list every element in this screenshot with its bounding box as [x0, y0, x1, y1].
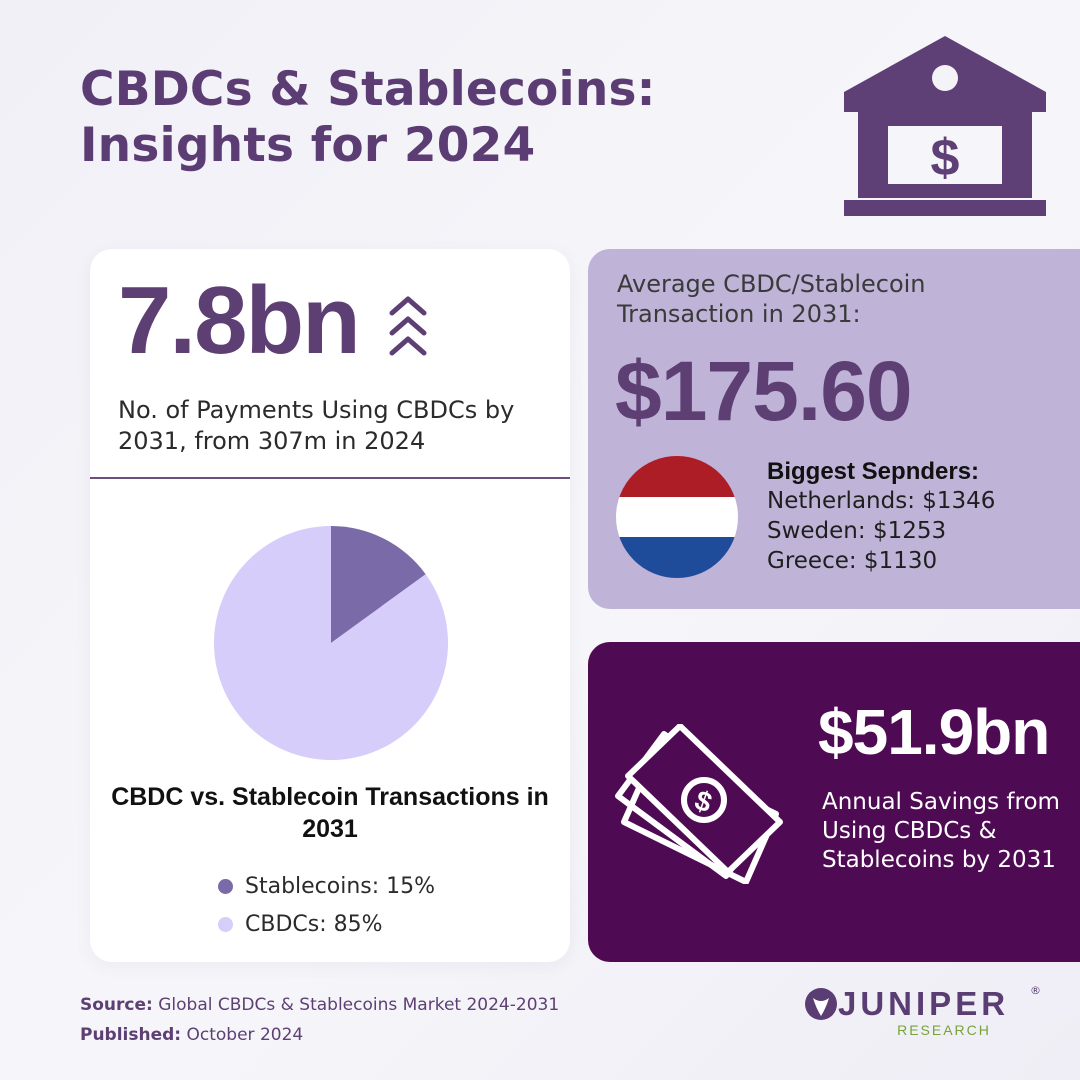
spender-greece: Greece: $1130 [767, 547, 938, 574]
source-text: Global CBDCs & Stablecoins Market 2024-2… [158, 995, 560, 1015]
payments-description: No. of Payments Using CBDCs by 2031, fro… [118, 396, 515, 455]
flag-stripe-white [616, 496, 738, 538]
flag-stripe-red [616, 456, 738, 497]
legend-swatch-stablecoins [218, 878, 233, 894]
svg-text:$: $ [931, 129, 960, 187]
pie-slice-stablecoins [331, 526, 426, 643]
title-line-2: Insights for 2024 [80, 118, 536, 174]
title-line-1: CBDCs & Stablecoins: [80, 62, 656, 117]
netherlands-flag-icon [616, 456, 738, 578]
published-line: Published: October 2024 [80, 1020, 559, 1050]
logo-subtitle: RESEARCH [897, 1022, 991, 1038]
flag-stripe-blue [616, 537, 738, 578]
source-line: Source: Global CBDCs & Stablecoins Marke… [80, 990, 559, 1020]
legend-item-cbdcs: CBDCs: 85% [218, 905, 435, 943]
source-label: Source: [80, 995, 153, 1015]
chart-legend: Stablecoins: 15% CBDCs: 85% [218, 867, 435, 943]
chart-title: CBDC vs. Stablecoin Transactions in 2031 [111, 783, 549, 843]
logo-name: JUNIPER [838, 985, 1010, 1022]
pie-chart [214, 526, 448, 760]
published-text: October 2024 [186, 1025, 304, 1045]
juniper-logo: JUNIPER ® RESEARCH [804, 984, 1044, 1054]
payments-card: 7.8bn No. of Payments Using CBDCs by 203… [90, 249, 570, 962]
juniper-logo-mark-icon [805, 988, 837, 1020]
average-transaction-value: $175.60 [615, 344, 913, 438]
legend-label-stablecoins: Stablecoins: 15% [245, 873, 436, 899]
savings-card: $ $51.9bn Annual Savings from Using CBDC… [588, 642, 1080, 962]
footer: Source: Global CBDCs & Stablecoins Marke… [80, 990, 559, 1050]
spender-netherlands: Netherlands: $1346 [767, 488, 996, 515]
published-label: Published: [80, 1025, 182, 1045]
chevrons-up-icon [389, 296, 427, 356]
spenders-title: Biggest Sepnders: [767, 458, 980, 485]
pie-slice-cbdcs [214, 526, 448, 760]
legend-label-cbdcs: CBDCs: 85% [245, 911, 383, 937]
savings-value: $51.9bn [818, 696, 1050, 768]
average-transaction-label: Average CBDC/Stablecoin Transaction in 2… [617, 270, 926, 328]
card-divider [90, 477, 570, 479]
page-title: CBDCs & Stablecoins: Insights for 2024 [80, 62, 780, 175]
bank-dollar-icon: $ [844, 36, 1046, 216]
biggest-spenders: Biggest Sepnders: Netherlands: $1346 Swe… [767, 456, 995, 577]
legend-item-stablecoins: Stablecoins: 15% [218, 867, 435, 905]
average-transaction-card: Average CBDC/Stablecoin Transaction in 2… [588, 249, 1080, 609]
payments-value: 7.8bn [118, 267, 361, 374]
legend-swatch-cbdcs [218, 916, 233, 932]
spender-sweden: Sweden: $1253 [767, 518, 947, 545]
savings-description: Annual Savings from Using CBDCs & Stable… [822, 789, 1060, 874]
money-bills-icon: $ [615, 724, 783, 884]
logo-registered: ® [1030, 984, 1041, 997]
